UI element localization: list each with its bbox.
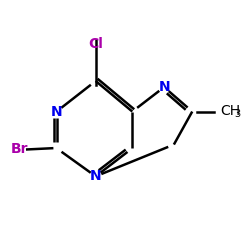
- Text: Br: Br: [11, 142, 29, 156]
- Text: N: N: [51, 104, 62, 118]
- Text: N: N: [90, 169, 102, 183]
- Text: CH: CH: [220, 104, 240, 118]
- Text: 3: 3: [234, 110, 240, 120]
- Text: N: N: [158, 80, 170, 94]
- Text: Cl: Cl: [88, 37, 103, 51]
